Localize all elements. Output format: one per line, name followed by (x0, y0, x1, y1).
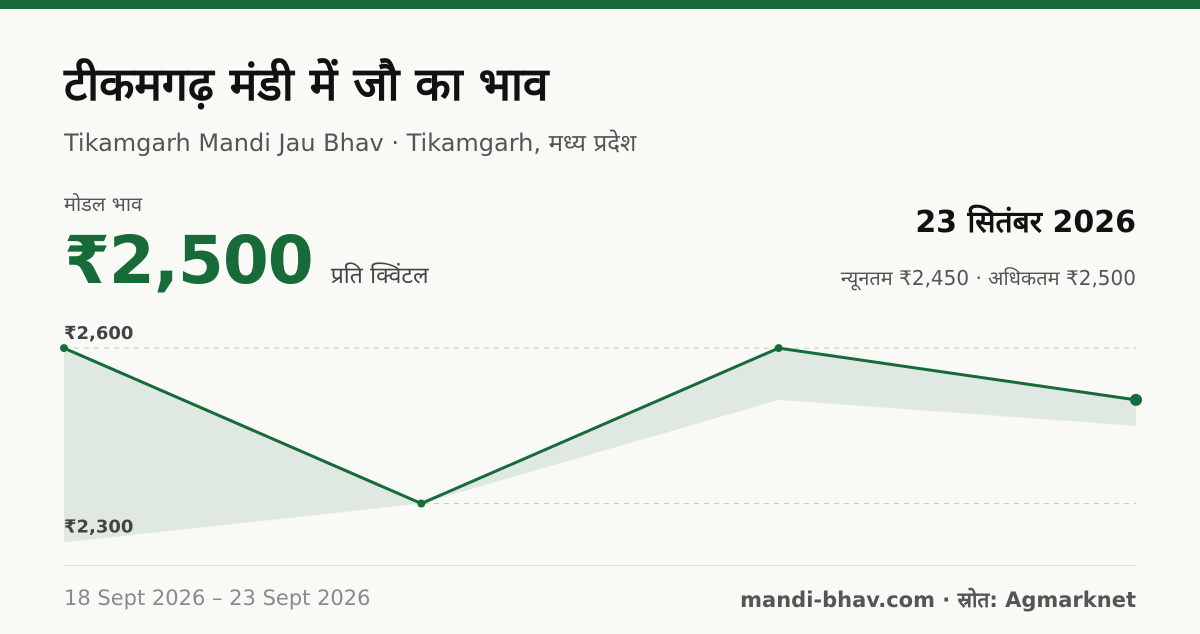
y-tick-label-0: ₹2,600 (64, 323, 133, 344)
data-point-1 (417, 499, 426, 508)
footer-divider (64, 565, 1136, 566)
modal-price-label: मोडल भाव (64, 192, 143, 216)
page-subtitle: Tikamgarh Mandi Jau Bhav · Tikamgarh, मध… (64, 129, 637, 157)
modal-price-value: ₹2,500 (64, 222, 314, 299)
page-title: टीकमगढ़ मंडी में जौ का भाव (64, 57, 549, 111)
min-max-band (64, 348, 1136, 543)
data-point-3 (1130, 393, 1142, 406)
data-point-2 (774, 344, 783, 353)
date-period: 18 Sept 2026 – 23 Sept 2026 (64, 586, 371, 610)
top-accent-bar (0, 0, 1200, 9)
price-date: 23 सितंबर 2026 (915, 205, 1136, 240)
source-credit: mandi-bhav.com · स्रोत: Agmarknet (740, 588, 1136, 612)
y-tick-label-1: ₹2,300 (64, 517, 133, 538)
min-max-range: न्यूनतम ₹2,450 · अधिकतम ₹2,500 (840, 266, 1136, 290)
price-line (62, 346, 1138, 506)
modal-price-row: ₹2,500 प्रति क्विंटल (64, 222, 429, 299)
modal-price-unit: प्रति क्विंटल (330, 263, 429, 289)
data-point-0 (60, 344, 68, 353)
